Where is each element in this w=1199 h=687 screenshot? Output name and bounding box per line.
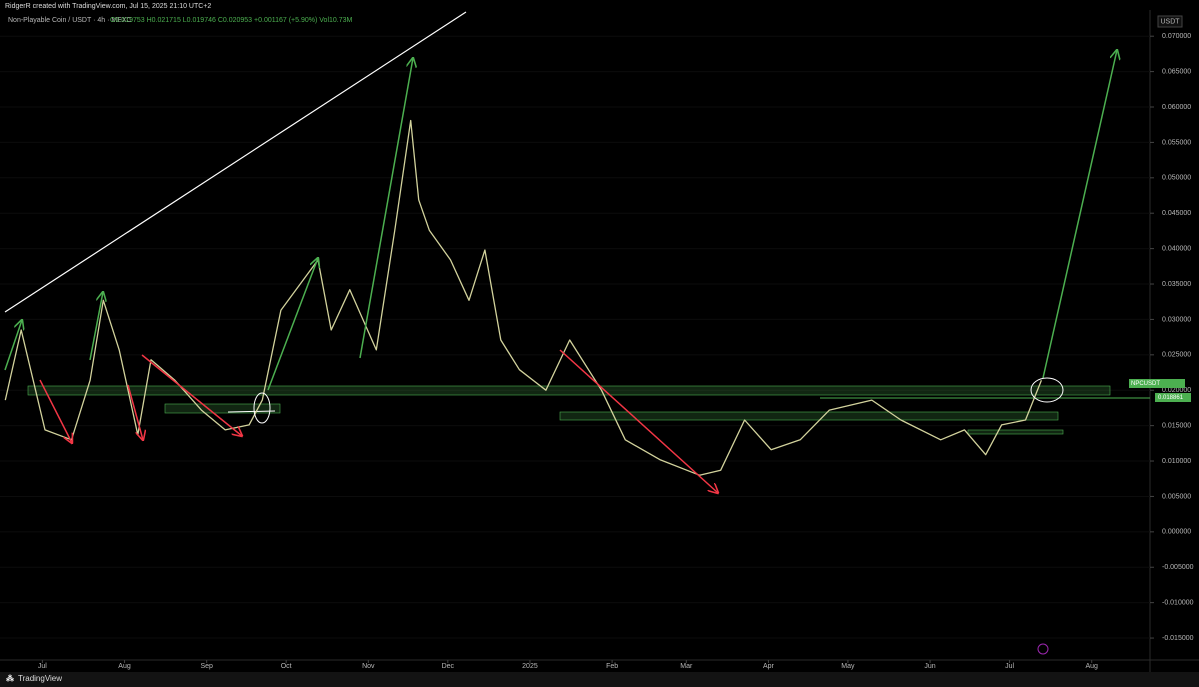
- y-tick-label: -0.010000: [1162, 599, 1194, 606]
- level-tag-text: 0.018861: [1158, 395, 1184, 401]
- y-tick-label: 0.050000: [1162, 175, 1191, 182]
- y-tick-label: 0.040000: [1162, 245, 1191, 252]
- currency: USDT: [1160, 18, 1180, 25]
- y-tick-label: 0.015000: [1162, 422, 1191, 429]
- x-tick-label: Aug: [1085, 663, 1098, 670]
- arrow-down: [141, 354, 242, 436]
- y-tick-label: 0.025000: [1162, 352, 1191, 359]
- arrow-down: [39, 379, 72, 443]
- zone: [164, 403, 281, 414]
- y-tick-label: 0.070000: [1162, 33, 1191, 40]
- plot: [0, 11, 1150, 639]
- credit: RidgerR created with TradingView.com, Ju…: [5, 3, 211, 10]
- y-tick-label: -0.005000: [1162, 564, 1194, 571]
- symbol-title: Non-Playable Coin / USDT · 4h · MEXC: [8, 17, 132, 24]
- arrow-up: [4, 320, 22, 371]
- drawings: NPCUSDT 0.018861: [4, 50, 1191, 655]
- y-tick-label: 0.035000: [1162, 281, 1191, 288]
- x-tick-label: Nov: [362, 663, 375, 670]
- y-tick-label: 0.055000: [1162, 139, 1191, 146]
- y-tick-label: 0.020000: [1162, 387, 1191, 394]
- brand: TradingView: [18, 674, 62, 683]
- logo-mark: ⁂: [6, 673, 14, 683]
- x-tick-label: Jul: [1005, 663, 1014, 670]
- x-tick-label: May: [841, 663, 855, 670]
- y-tick-label: 0.045000: [1162, 210, 1191, 217]
- drawn-line: [227, 410, 276, 413]
- currency-box: [1157, 15, 1183, 28]
- x-tick-label: Jun: [924, 663, 935, 670]
- symbol-tag-text: NPCUSDT: [1131, 381, 1160, 387]
- x-tick-label: Dec: [442, 663, 455, 670]
- arrow-down: [127, 384, 143, 440]
- price-line: [4, 119, 1043, 476]
- level-tag: [1155, 393, 1191, 402]
- y-tick-label: -0.015000: [1162, 635, 1194, 642]
- highlight-circle: [1030, 377, 1064, 403]
- x-tick-label: Feb: [606, 663, 618, 670]
- zone: [559, 411, 1059, 421]
- zone: [967, 429, 1064, 435]
- x-tick-label: Oct: [281, 663, 292, 670]
- arrow-up: [267, 258, 318, 391]
- y-tick-label: 0.030000: [1162, 316, 1191, 323]
- footer: [0, 672, 1199, 687]
- x-tick-label: 2025: [522, 663, 538, 670]
- x-tick-label: Sep: [200, 663, 213, 670]
- arrow-up: [359, 58, 413, 359]
- arrow-up: [1042, 50, 1117, 379]
- trend-line: [4, 11, 467, 313]
- y-tick-label: 0.065000: [1162, 68, 1191, 75]
- symbol-tag: [1129, 379, 1185, 388]
- x-tick-label: Aug: [118, 663, 131, 670]
- ohlc: O0.019753 H0.021715 L0.019746 C0.020953 …: [110, 17, 353, 24]
- y-tick-label: 0.005000: [1162, 493, 1191, 500]
- arrow-down: [559, 349, 718, 493]
- event-icon: [1037, 643, 1049, 655]
- highlight-circle: [253, 392, 271, 424]
- y-tick-label: 0.060000: [1162, 104, 1191, 111]
- x-tick-label: Mar: [680, 663, 693, 670]
- x-tick-label: Jul: [38, 663, 47, 670]
- x-tick-label: Apr: [763, 663, 775, 670]
- zone: [27, 385, 1111, 396]
- y-tick-label: 0.000000: [1162, 529, 1191, 536]
- y-tick-label: 0.010000: [1162, 458, 1191, 465]
- arrow-up: [89, 292, 103, 361]
